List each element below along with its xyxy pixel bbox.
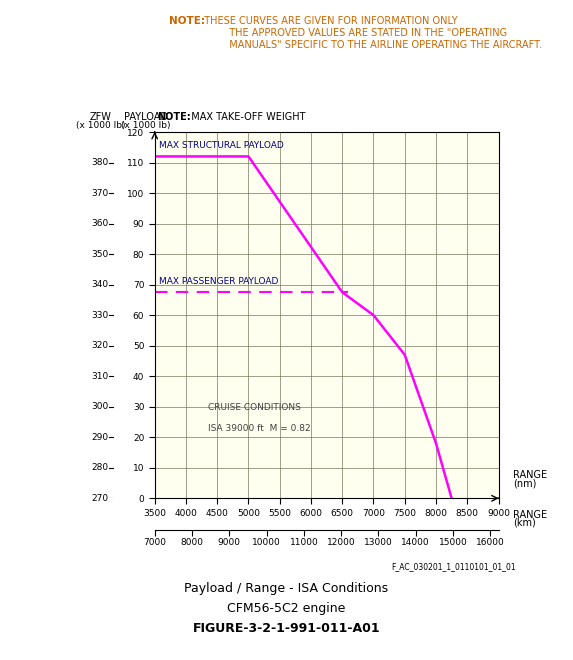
Text: ISA 39000 ft  M = 0.82: ISA 39000 ft M = 0.82 — [208, 424, 311, 433]
Text: PAYLOAD: PAYLOAD — [124, 112, 168, 122]
Text: CFM56-5C2 engine: CFM56-5C2 engine — [227, 602, 346, 615]
Text: Payload / Range - ISA Conditions: Payload / Range - ISA Conditions — [185, 582, 388, 595]
Text: ZFW: ZFW — [89, 112, 111, 122]
Text: MAX PASSENGER PAYLOAD: MAX PASSENGER PAYLOAD — [159, 277, 278, 286]
Text: (x 1000 lb): (x 1000 lb) — [121, 121, 171, 130]
Text: NOTE:: NOTE: — [158, 112, 191, 122]
Text: 300: 300 — [91, 402, 109, 411]
Text: 290: 290 — [92, 433, 109, 442]
Text: THESE CURVES ARE GIVEN FOR INFORMATION ONLY
          THE APPROVED VALUES ARE ST: THESE CURVES ARE GIVEN FOR INFORMATION O… — [198, 16, 541, 50]
Text: 380: 380 — [91, 158, 109, 167]
Text: (x 1000 lb): (x 1000 lb) — [76, 121, 125, 130]
Text: 330: 330 — [91, 311, 109, 319]
Text: RANGE: RANGE — [513, 470, 547, 480]
Text: 320: 320 — [92, 341, 109, 350]
Text: 310: 310 — [91, 372, 109, 381]
Text: MAX TAKE-OFF WEIGHT: MAX TAKE-OFF WEIGHT — [185, 112, 305, 122]
Text: 340: 340 — [92, 280, 109, 289]
Text: (km): (km) — [513, 517, 536, 528]
Text: FIGURE-3-2-1-991-011-A01: FIGURE-3-2-1-991-011-A01 — [193, 622, 380, 635]
Text: 270: 270 — [92, 494, 109, 503]
Text: 350: 350 — [91, 249, 109, 259]
Text: RANGE: RANGE — [513, 510, 547, 520]
Text: 370: 370 — [91, 189, 109, 197]
Text: MAX STRUCTURAL PAYLOAD: MAX STRUCTURAL PAYLOAD — [159, 141, 284, 150]
Text: NOTE:: NOTE: — [169, 16, 205, 26]
Text: CRUISE CONDITIONS: CRUISE CONDITIONS — [208, 403, 301, 412]
Text: 280: 280 — [92, 463, 109, 473]
Text: F_AC_030201_1_0110101_01_01: F_AC_030201_1_0110101_01_01 — [391, 562, 516, 571]
Text: 360: 360 — [91, 219, 109, 228]
Text: (nm): (nm) — [513, 478, 536, 488]
